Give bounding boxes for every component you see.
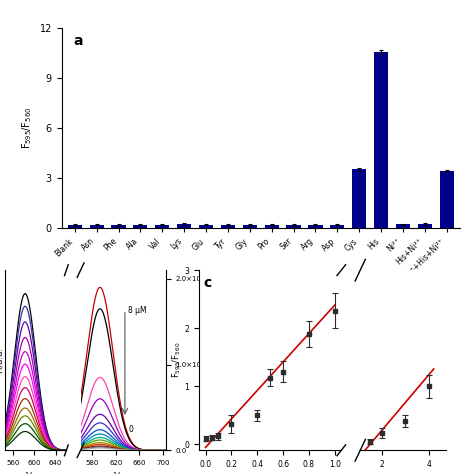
Text: 8 μM: 8 μM xyxy=(128,306,146,315)
Y-axis label: F$_{595}$/F$_{560}$: F$_{595}$/F$_{560}$ xyxy=(171,342,183,378)
Bar xyxy=(90,225,104,228)
X-axis label: λ/nm: λ/nm xyxy=(25,472,46,474)
Bar xyxy=(243,225,257,228)
Text: c: c xyxy=(203,275,211,290)
Bar xyxy=(177,224,191,228)
Bar xyxy=(264,225,279,228)
Y-axis label: F$_{595}$/F$_{560}$: F$_{595}$/F$_{560}$ xyxy=(20,107,34,149)
X-axis label: λ/nm: λ/nm xyxy=(112,472,134,474)
Bar xyxy=(133,225,147,228)
Bar xyxy=(68,225,82,228)
Bar xyxy=(418,224,432,228)
Bar xyxy=(374,52,388,228)
Text: a: a xyxy=(73,35,83,48)
Bar xyxy=(396,224,410,228)
Y-axis label: FI/a.u.: FI/a.u. xyxy=(0,347,3,373)
Bar xyxy=(111,225,126,228)
Bar xyxy=(352,170,366,228)
Bar xyxy=(330,225,345,228)
Bar xyxy=(286,225,301,228)
Bar xyxy=(308,225,322,228)
Bar xyxy=(221,225,235,228)
Bar xyxy=(199,225,213,228)
Bar xyxy=(155,225,169,228)
Bar xyxy=(439,171,454,228)
Text: 0: 0 xyxy=(128,425,133,434)
